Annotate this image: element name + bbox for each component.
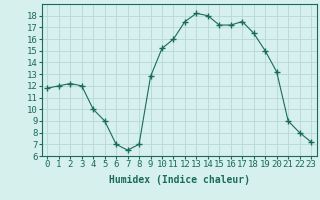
X-axis label: Humidex (Indice chaleur): Humidex (Indice chaleur) [109, 175, 250, 185]
